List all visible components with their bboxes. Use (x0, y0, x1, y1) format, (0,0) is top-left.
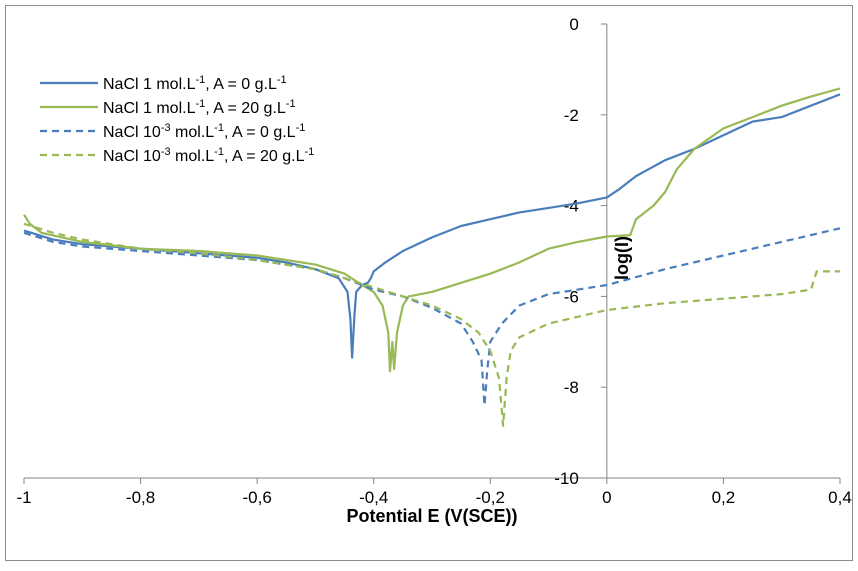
y-axis-title: log(I) (612, 236, 632, 280)
legend-superscript: -1 (296, 122, 306, 134)
series-line-2 (23, 87, 841, 373)
x-axis-title: Potential E (V(SCE)) (346, 506, 517, 526)
y-tick-label: -2 (564, 106, 579, 125)
x-tick-label: -1 (16, 488, 31, 507)
y-tick-label: -4 (564, 197, 579, 216)
legend-text-part: , A = 20 g.L (224, 148, 305, 165)
legend-superscript: -3 (161, 122, 171, 134)
x-tick-label: 0,4 (828, 488, 852, 507)
y-tick-label: -8 (564, 378, 579, 397)
x-tick-label: -0,4 (359, 488, 388, 507)
legend-superscript: -1 (277, 74, 287, 86)
legend-superscript: -1 (304, 146, 314, 158)
legend-superscript: -1 (195, 74, 205, 86)
legend-text-part: NaCl 10 (103, 148, 161, 165)
legend-superscript: -1 (214, 122, 224, 134)
y-tick-label: -10 (554, 469, 579, 488)
legend-entry-2: NaCl 1 mol.L-1, A = 20 g.L-1 (103, 98, 296, 117)
x-tick-label: 0,2 (712, 488, 736, 507)
legend-entry-1: NaCl 1 mol.L-1, A = 0 g.L-1 (103, 74, 287, 93)
legend-text-part: mol.L (171, 148, 215, 165)
legend-entry-4: NaCl 10-3 mol.L-1, A = 20 g.L-1 (103, 146, 314, 165)
legend-text-part: , A = 20 g.L (205, 100, 286, 117)
legend-text-part: NaCl 1 mol.L (103, 100, 196, 117)
legend-superscript: -1 (214, 146, 224, 158)
x-tick-label: 0 (602, 488, 611, 507)
legend-superscript: -1 (195, 98, 205, 110)
series-line-1 (23, 93, 841, 359)
y-tick-label: 0 (569, 15, 578, 34)
series-layer (23, 87, 841, 427)
x-tick-label: -0,6 (242, 488, 271, 507)
legend-superscript: -1 (286, 98, 296, 110)
legend-entry-3: NaCl 10-3 mol.L-1, A = 0 g.L-1 (103, 122, 305, 141)
chart-border (5, 5, 853, 561)
legend-superscript: -3 (161, 146, 171, 158)
legend-text-part: NaCl 10 (103, 124, 161, 141)
legend-text-part: , A = 0 g.L (224, 124, 296, 141)
axes-layer: -1 -0,8 -0,6 -0,4 -0,2 0 0,2 0,40-2-4-6-8-10 (16, 15, 851, 507)
series-line-3 (23, 227, 841, 407)
x-tick-label: -0,8 (126, 488, 155, 507)
series-line-4 (23, 222, 840, 427)
x-tick-label: -0,2 (476, 488, 505, 507)
legend-text-part: mol.L (171, 124, 215, 141)
legend-text-part: , A = 0 g.L (205, 76, 277, 93)
legend-text-part: NaCl 1 mol.L (103, 76, 196, 93)
